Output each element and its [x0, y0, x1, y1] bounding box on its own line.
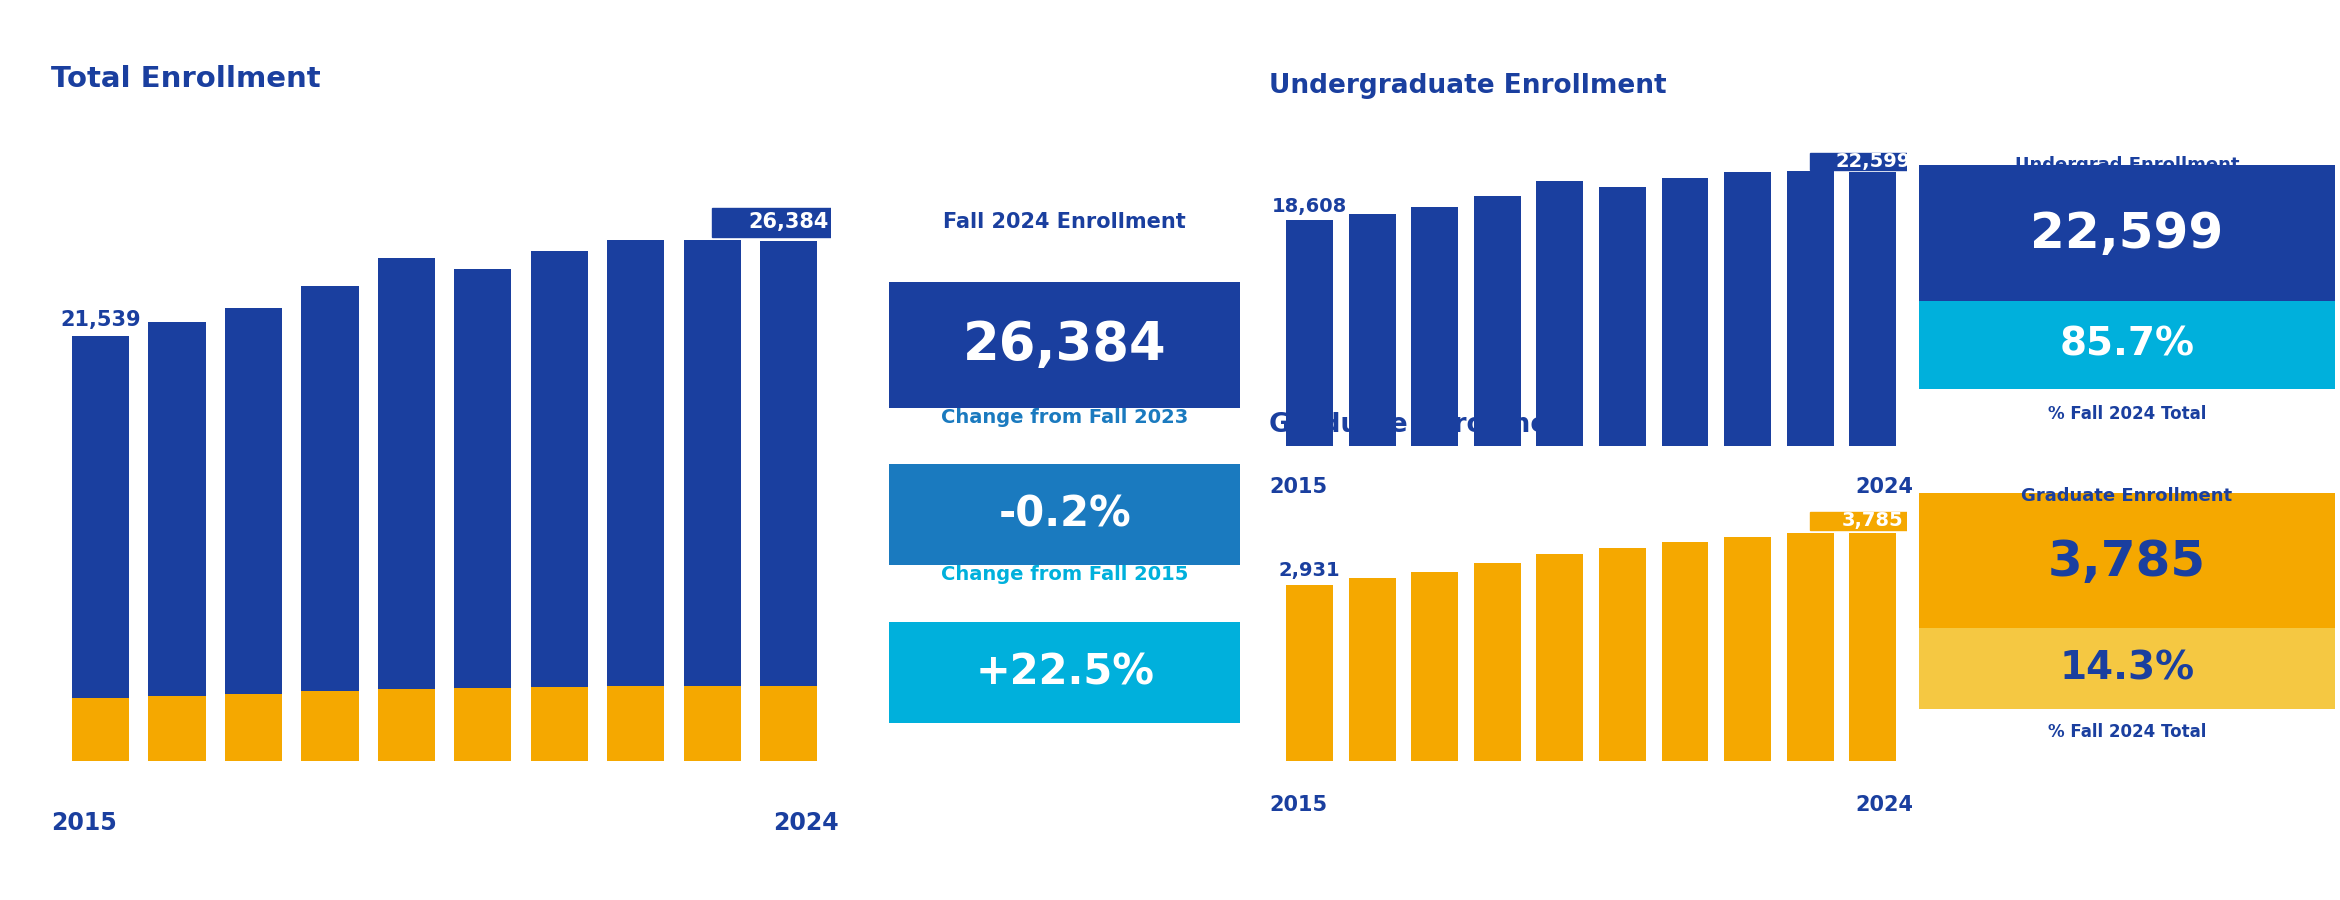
- Bar: [1811, 512, 1935, 530]
- Bar: [1537, 554, 1584, 760]
- Bar: [1474, 196, 1521, 446]
- Bar: [531, 251, 587, 760]
- Bar: [1287, 220, 1334, 446]
- Bar: [1348, 578, 1395, 760]
- Bar: [147, 322, 206, 760]
- Text: 2024: 2024: [1856, 795, 1914, 815]
- Bar: [454, 268, 512, 760]
- Text: 2015: 2015: [1268, 477, 1327, 497]
- Bar: [1348, 214, 1395, 446]
- Bar: [1598, 187, 1645, 446]
- Text: % Fall 2024 Total: % Fall 2024 Total: [2048, 723, 2207, 741]
- Bar: [225, 308, 283, 760]
- Bar: [1474, 562, 1521, 760]
- Text: Undergraduate Enrollment: Undergraduate Enrollment: [1268, 73, 1666, 99]
- Bar: [1788, 534, 1835, 760]
- Bar: [1537, 181, 1584, 446]
- Text: 18,608: 18,608: [1273, 197, 1348, 216]
- Bar: [1811, 153, 1935, 170]
- Bar: [225, 694, 283, 760]
- Bar: [1725, 172, 1771, 446]
- Text: Fall 2024 Enrollment: Fall 2024 Enrollment: [943, 212, 1186, 232]
- Text: 2024: 2024: [772, 811, 838, 835]
- Bar: [760, 241, 817, 760]
- Text: Undergrad Enrollment: Undergrad Enrollment: [2015, 156, 2239, 174]
- Text: Total Enrollment: Total Enrollment: [51, 65, 321, 93]
- Bar: [73, 698, 129, 760]
- Text: Change from Fall 2023: Change from Fall 2023: [941, 408, 1189, 427]
- Text: 21,539: 21,539: [61, 310, 140, 329]
- Bar: [1849, 172, 1895, 446]
- Text: 14.3%: 14.3%: [2059, 649, 2195, 688]
- Text: 2015: 2015: [1268, 795, 1327, 815]
- Text: 22,599: 22,599: [1835, 152, 1909, 171]
- Bar: [454, 688, 512, 760]
- Bar: [1411, 572, 1458, 760]
- Text: 2024: 2024: [1856, 477, 1914, 497]
- Bar: [302, 690, 358, 760]
- Text: 26,384: 26,384: [749, 212, 828, 232]
- Bar: [73, 337, 129, 760]
- Bar: [1725, 537, 1771, 760]
- Text: Enrollment: Enrollment: [94, 28, 402, 76]
- Text: +22.5%: +22.5%: [976, 652, 1154, 693]
- Bar: [683, 240, 742, 760]
- Bar: [711, 208, 866, 237]
- Text: % Fall 2024 Total: % Fall 2024 Total: [2048, 405, 2207, 423]
- Text: 2015: 2015: [51, 811, 117, 835]
- Bar: [377, 688, 435, 760]
- Text: 3,785: 3,785: [1842, 511, 1902, 530]
- Bar: [531, 687, 587, 760]
- Bar: [760, 686, 817, 760]
- Bar: [377, 257, 435, 760]
- Bar: [1287, 585, 1334, 760]
- Text: -0.2%: -0.2%: [999, 494, 1130, 536]
- Text: 3,785: 3,785: [2048, 538, 2207, 586]
- Bar: [147, 696, 206, 760]
- Text: Fall 2024: Fall 2024: [1989, 28, 2246, 76]
- Bar: [1411, 207, 1458, 446]
- Text: 26,384: 26,384: [962, 319, 1168, 371]
- Bar: [606, 686, 665, 760]
- Text: 22,599: 22,599: [2031, 211, 2223, 258]
- Text: Change from Fall 2015: Change from Fall 2015: [941, 565, 1189, 584]
- Text: Graduate Enrollment: Graduate Enrollment: [2022, 487, 2232, 505]
- Bar: [1661, 542, 1708, 760]
- Text: 85.7%: 85.7%: [2059, 326, 2195, 364]
- Bar: [302, 286, 358, 760]
- Bar: [606, 240, 665, 760]
- Text: Graduate Enrollment: Graduate Enrollment: [1268, 412, 1580, 438]
- Bar: [1849, 534, 1895, 760]
- Bar: [683, 686, 742, 760]
- Bar: [1661, 178, 1708, 446]
- Bar: [1598, 547, 1645, 760]
- Text: 2,931: 2,931: [1280, 561, 1341, 580]
- Bar: [1788, 171, 1835, 446]
